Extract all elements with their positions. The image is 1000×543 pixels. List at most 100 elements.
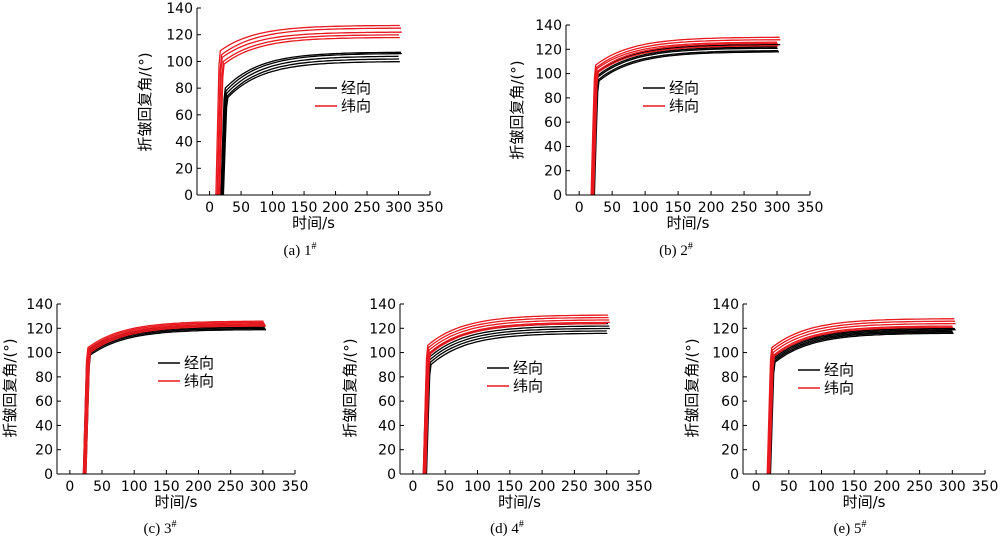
warp-curve-2 [220, 52, 402, 196]
x-tick-label: 200 [322, 200, 349, 216]
y-tick-label: 20 [175, 161, 193, 177]
weft-curve-4 [768, 325, 953, 475]
legend-label-2: 纬向 [184, 372, 214, 390]
y-tick-label: 20 [378, 443, 396, 459]
y-tick-label: 140 [712, 297, 739, 313]
weft-curve-1 [766, 318, 955, 475]
x-tick-label: 150 [841, 479, 868, 495]
chart-panel-4: 0 20 40 60 80 100 120 140 0 50 100 150 200 250 300 350 时… [341, 297, 652, 537]
warp-curve-5 [593, 51, 779, 196]
y-tick-label: 100 [535, 67, 562, 83]
x-tick-label: 150 [496, 479, 523, 495]
panel-caption: (e) 5# [834, 519, 867, 537]
series-group [215, 24, 402, 196]
x-tick-label: 200 [698, 200, 725, 216]
x-tick-label: 250 [354, 200, 381, 216]
y-tick-label: 140 [166, 1, 193, 17]
x-tick-label: 50 [603, 200, 621, 216]
y-tick-label: 80 [721, 370, 739, 386]
y-tick-label: 0 [387, 467, 396, 483]
x-tick-label: 350 [282, 479, 309, 495]
weft-curve-2 [591, 39, 781, 196]
x-tick-label: 350 [972, 479, 999, 495]
x-tick-label: 250 [217, 479, 244, 495]
x-tick-label: 0 [752, 479, 761, 495]
warp-curve-5 [222, 61, 400, 196]
y-tick-label: 0 [553, 188, 562, 204]
y-axis-label: 折皱回复角/(°) [136, 52, 154, 151]
y-tick-label: 120 [26, 321, 53, 337]
warp-curve-4 [769, 331, 954, 475]
x-axis-label: 时间/s [843, 493, 886, 511]
x-tick-label: 50 [93, 479, 111, 495]
y-tick-label: 140 [26, 297, 53, 313]
y-tick-label: 80 [35, 370, 53, 386]
x-tick-label: 200 [529, 479, 556, 495]
x-tick-label: 0 [408, 479, 417, 495]
y-tick-label: 40 [35, 418, 53, 434]
x-tick-label: 100 [464, 479, 491, 495]
y-tick-label: 60 [721, 394, 739, 410]
warp-curve-3 [592, 47, 778, 196]
warp-curve-3 [768, 330, 953, 475]
legend-label-2: 纬向 [513, 377, 543, 395]
warp-curve-2 [767, 329, 956, 475]
x-tick-label: 0 [575, 200, 584, 216]
warp-curve-1 [767, 327, 955, 475]
x-tick-label: 250 [561, 479, 588, 495]
x-tick-label: 150 [665, 200, 692, 216]
y-tick-label: 40 [175, 135, 193, 151]
y-axis-label: 折皱回复角/(°) [683, 338, 701, 437]
chart-panel-2: 0 20 40 60 80 100 120 140 0 50 100 150 200 250 300 350 时… [508, 18, 823, 259]
weft-curve-1 [590, 36, 780, 196]
x-tick-label: 50 [232, 200, 250, 216]
x-tick-label: 300 [593, 479, 620, 495]
x-tick-label: 50 [436, 479, 454, 495]
warp-curve-3 [424, 327, 610, 475]
weft-curve-5 [219, 36, 400, 196]
warp-curve-4 [593, 50, 779, 196]
y-tick-label: 20 [35, 443, 53, 459]
y-tick-label: 40 [544, 139, 562, 155]
y-tick-label: 120 [535, 42, 562, 58]
y-tick-label: 0 [184, 188, 193, 204]
y-tick-label: 80 [175, 81, 193, 97]
warp-curve-3 [84, 326, 265, 475]
x-tick-label: 250 [906, 479, 933, 495]
y-tick-label: 80 [378, 370, 396, 386]
caption-superscript: # [861, 519, 866, 530]
warp-curve-1 [82, 324, 264, 475]
x-tick-label: 100 [121, 479, 148, 495]
y-tick-label: 140 [535, 18, 562, 34]
weft-curve-1 [82, 320, 264, 475]
y-axis-label: 折皱回复角/(°) [508, 60, 526, 159]
y-tick-label: 80 [544, 91, 562, 107]
warp-curve-3 [221, 55, 399, 196]
series-group [766, 318, 956, 475]
y-tick-label: 60 [544, 115, 562, 131]
weft-curve-3 [767, 322, 956, 475]
x-tick-label: 0 [65, 479, 74, 495]
y-tick-label: 0 [730, 467, 739, 483]
y-tick-label: 40 [721, 418, 739, 434]
weft-curve-5 [593, 45, 779, 196]
y-tick-label: 120 [166, 28, 193, 44]
weft-curve-4 [424, 321, 610, 475]
weft-curve-2 [216, 27, 401, 196]
y-tick-label: 140 [369, 297, 396, 313]
y-tick-label: 60 [378, 394, 396, 410]
legend-label-2: 纬向 [669, 97, 699, 115]
weft-curve-4 [592, 42, 778, 196]
y-tick-label: 100 [712, 346, 739, 362]
x-tick-label: 0 [205, 200, 214, 216]
y-tick-label: 40 [378, 418, 396, 434]
x-tick-label: 200 [185, 479, 212, 495]
warp-curve-5 [85, 329, 267, 475]
caption-superscript: # [688, 241, 693, 252]
legend-label-1: 经向 [184, 354, 214, 372]
caption-superscript: # [171, 519, 176, 530]
warp-curve-5 [425, 332, 608, 475]
legend-label-1: 经向 [824, 361, 854, 379]
